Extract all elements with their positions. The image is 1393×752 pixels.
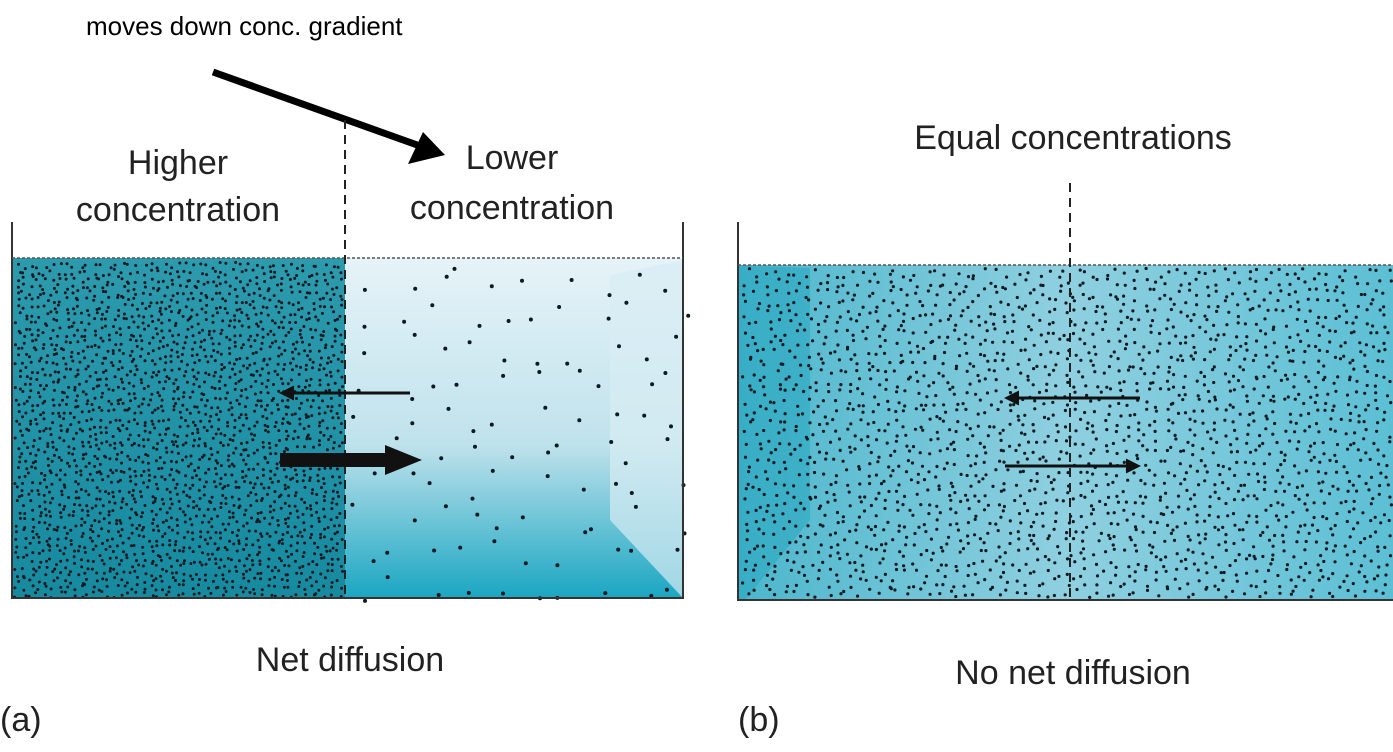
caption: Net diffusion <box>256 641 444 679</box>
container <box>737 222 1393 601</box>
panel-a: Higher concentration Lower concentration… <box>0 120 691 739</box>
dense-dots <box>13 260 344 600</box>
panel-tag: (b) <box>738 701 780 739</box>
high-region <box>12 258 345 598</box>
label: Lower <box>466 139 559 177</box>
thick-arrow <box>280 445 422 475</box>
label: concentration <box>76 191 280 229</box>
container <box>11 222 684 599</box>
equal-dots <box>741 266 1393 599</box>
label: Higher <box>128 144 228 182</box>
equal-region <box>738 265 1393 600</box>
label: concentration <box>410 189 614 227</box>
wall-shade <box>738 265 810 600</box>
annotation-arrowhead <box>408 132 445 164</box>
annotation-arrow <box>211 68 422 150</box>
caption: No net diffusion <box>955 654 1191 692</box>
panel-tag: (a) <box>0 701 42 739</box>
label: Equal concentrations <box>914 119 1232 157</box>
sparse-dots <box>350 266 691 603</box>
panel-b: Equal concentrations No net diffusion (b… <box>737 119 1393 739</box>
annotation: moves down conc. gradient <box>86 11 403 41</box>
wall-shade <box>610 260 683 598</box>
